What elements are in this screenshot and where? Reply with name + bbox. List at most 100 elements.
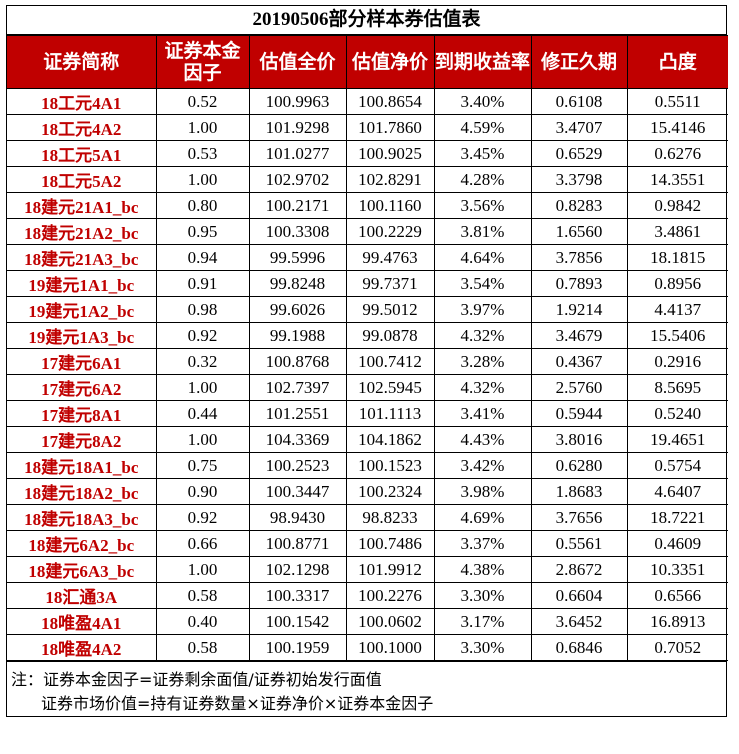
cell-full-price: 100.8768 bbox=[248, 348, 347, 375]
table-row: 17建元8A1 0.44 101.2551 101.1113 3.41% 0.5944 0.… bbox=[7, 400, 728, 427]
cell-net-price: 101.9912 bbox=[345, 556, 435, 583]
cell-yield: 4.43% bbox=[433, 426, 532, 453]
valuation-table: 证券简称 证券本金因子 估值全价 估值净价 到期收益率 修正久期 凸度 18工元… bbox=[7, 35, 728, 661]
cell-net-price: 100.8654 bbox=[345, 88, 435, 115]
header-row: 证券简称 证券本金因子 估值全价 估值净价 到期收益率 修正久期 凸度 bbox=[7, 35, 728, 89]
table-row: 18建元21A1_bc 0.80 100.2171 100.1160 3.56% 0.82… bbox=[7, 192, 728, 219]
cell-net-price: 99.0878 bbox=[345, 322, 435, 349]
cell-duration: 2.5760 bbox=[530, 374, 628, 401]
cell-full-price: 102.7397 bbox=[248, 374, 347, 401]
cell-full-price: 100.2171 bbox=[248, 192, 347, 219]
cell-duration: 0.4367 bbox=[530, 348, 628, 375]
cell-yield: 3.42% bbox=[433, 452, 532, 479]
cell-factor: 0.95 bbox=[155, 218, 250, 245]
cell-full-price: 100.9963 bbox=[248, 88, 347, 115]
cell-convexity: 14.3551 bbox=[626, 166, 728, 193]
cell-yield: 3.98% bbox=[433, 478, 532, 505]
table-row: 18工元4A2 1.00 101.9298 101.7860 4.59% 3.4707 15… bbox=[7, 114, 728, 141]
cell-net-price: 102.8291 bbox=[345, 166, 435, 193]
cell-name: 18工元5A2 bbox=[7, 166, 157, 193]
cell-convexity: 3.4861 bbox=[626, 218, 728, 245]
cell-full-price: 100.1959 bbox=[248, 634, 347, 661]
col-header-convexity: 凸度 bbox=[626, 35, 728, 89]
cell-name: 18工元5A1 bbox=[7, 140, 157, 167]
cell-convexity: 15.5406 bbox=[626, 322, 728, 349]
cell-name: 18建元21A2_bc bbox=[7, 218, 157, 245]
cell-net-price: 100.1523 bbox=[345, 452, 435, 479]
cell-full-price: 102.1298 bbox=[248, 556, 347, 583]
cell-factor: 0.80 bbox=[155, 192, 250, 219]
cell-factor: 0.53 bbox=[155, 140, 250, 167]
cell-yield: 3.41% bbox=[433, 400, 532, 427]
cell-convexity: 18.7221 bbox=[626, 504, 728, 531]
cell-factor: 0.90 bbox=[155, 478, 250, 505]
cell-convexity: 15.4146 bbox=[626, 114, 728, 141]
cell-name: 19建元1A3_bc bbox=[7, 322, 157, 349]
table-row: 19建元1A2_bc 0.98 99.6026 99.5012 3.97% 1.9214 4… bbox=[7, 296, 728, 323]
cell-net-price: 100.7486 bbox=[345, 530, 435, 557]
cell-factor: 0.66 bbox=[155, 530, 250, 557]
cell-net-price: 99.4763 bbox=[345, 244, 435, 271]
cell-yield: 3.17% bbox=[433, 608, 532, 635]
cell-name: 18唯盈4A2 bbox=[7, 634, 157, 661]
cell-duration: 1.9214 bbox=[530, 296, 628, 323]
cell-full-price: 101.0277 bbox=[248, 140, 347, 167]
cell-convexity: 0.7052 bbox=[626, 634, 728, 661]
cell-yield: 3.30% bbox=[433, 582, 532, 609]
cell-full-price: 99.8248 bbox=[248, 270, 347, 297]
table-row: 19建元1A1_bc 0.91 99.8248 99.7371 3.54% 0.7893 0… bbox=[7, 270, 728, 297]
cell-factor: 1.00 bbox=[155, 374, 250, 401]
cell-convexity: 0.8956 bbox=[626, 270, 728, 297]
cell-net-price: 100.1000 bbox=[345, 634, 435, 661]
cell-full-price: 100.3317 bbox=[248, 582, 347, 609]
cell-net-price: 102.5945 bbox=[345, 374, 435, 401]
cell-convexity: 8.5695 bbox=[626, 374, 728, 401]
cell-duration: 0.7893 bbox=[530, 270, 628, 297]
cell-yield: 3.54% bbox=[433, 270, 532, 297]
cell-full-price: 100.2523 bbox=[248, 452, 347, 479]
cell-convexity: 18.1815 bbox=[626, 244, 728, 271]
col-header-full-price: 估值全价 bbox=[248, 35, 347, 89]
cell-full-price: 104.3369 bbox=[248, 426, 347, 453]
cell-factor: 1.00 bbox=[155, 426, 250, 453]
table-row: 18建元21A2_bc 0.95 100.3308 100.2229 3.81% 1.65… bbox=[7, 218, 728, 245]
cell-name: 17建元6A1 bbox=[7, 348, 157, 375]
cell-duration: 3.7856 bbox=[530, 244, 628, 271]
cell-name: 17建元8A1 bbox=[7, 400, 157, 427]
table-title: 20190506部分样本券估值表 bbox=[7, 6, 726, 35]
cell-name: 17建元6A2 bbox=[7, 374, 157, 401]
cell-full-price: 101.2551 bbox=[248, 400, 347, 427]
cell-name: 18建元6A2_bc bbox=[7, 530, 157, 557]
cell-convexity: 0.4609 bbox=[626, 530, 728, 557]
cell-convexity: 0.9842 bbox=[626, 192, 728, 219]
table-row: 19建元1A3_bc 0.92 99.1988 99.0878 4.32% 3.4679 1… bbox=[7, 322, 728, 349]
cell-name: 18工元4A2 bbox=[7, 114, 157, 141]
cell-name: 18汇通3A bbox=[7, 582, 157, 609]
cell-net-price: 100.0602 bbox=[345, 608, 435, 635]
table-row: 18唯盈4A2 0.58 100.1959 100.1000 3.30% 0.6846 0.… bbox=[7, 634, 728, 661]
cell-full-price: 101.9298 bbox=[248, 114, 347, 141]
cell-yield: 3.28% bbox=[433, 348, 532, 375]
table-row: 18汇通3A 0.58 100.3317 100.2276 3.30% 0.6604 0.6… bbox=[7, 582, 728, 609]
cell-factor: 0.40 bbox=[155, 608, 250, 635]
cell-duration: 2.8672 bbox=[530, 556, 628, 583]
cell-factor: 0.58 bbox=[155, 634, 250, 661]
cell-full-price: 98.9430 bbox=[248, 504, 347, 531]
table-row: 18建元6A3_bc 1.00 102.1298 101.9912 4.38% 2.867… bbox=[7, 556, 728, 583]
col-header-name: 证券简称 bbox=[7, 35, 157, 89]
cell-name: 19建元1A2_bc bbox=[7, 296, 157, 323]
cell-convexity: 0.6276 bbox=[626, 140, 728, 167]
cell-yield: 4.32% bbox=[433, 322, 532, 349]
cell-yield: 3.56% bbox=[433, 192, 532, 219]
cell-yield: 3.30% bbox=[433, 634, 532, 661]
cell-duration: 0.6529 bbox=[530, 140, 628, 167]
col-header-net-price: 估值净价 bbox=[345, 35, 435, 89]
col-header-factor: 证券本金因子 bbox=[155, 35, 250, 89]
cell-full-price: 100.3308 bbox=[248, 218, 347, 245]
cell-duration: 0.5944 bbox=[530, 400, 628, 427]
cell-full-price: 100.1542 bbox=[248, 608, 347, 635]
cell-full-price: 99.1988 bbox=[248, 322, 347, 349]
footnote-line-1: 注：证券本金因子=证券剩余面值/证券初始发行面值 bbox=[11, 670, 382, 689]
cell-factor: 0.94 bbox=[155, 244, 250, 271]
cell-duration: 1.8683 bbox=[530, 478, 628, 505]
